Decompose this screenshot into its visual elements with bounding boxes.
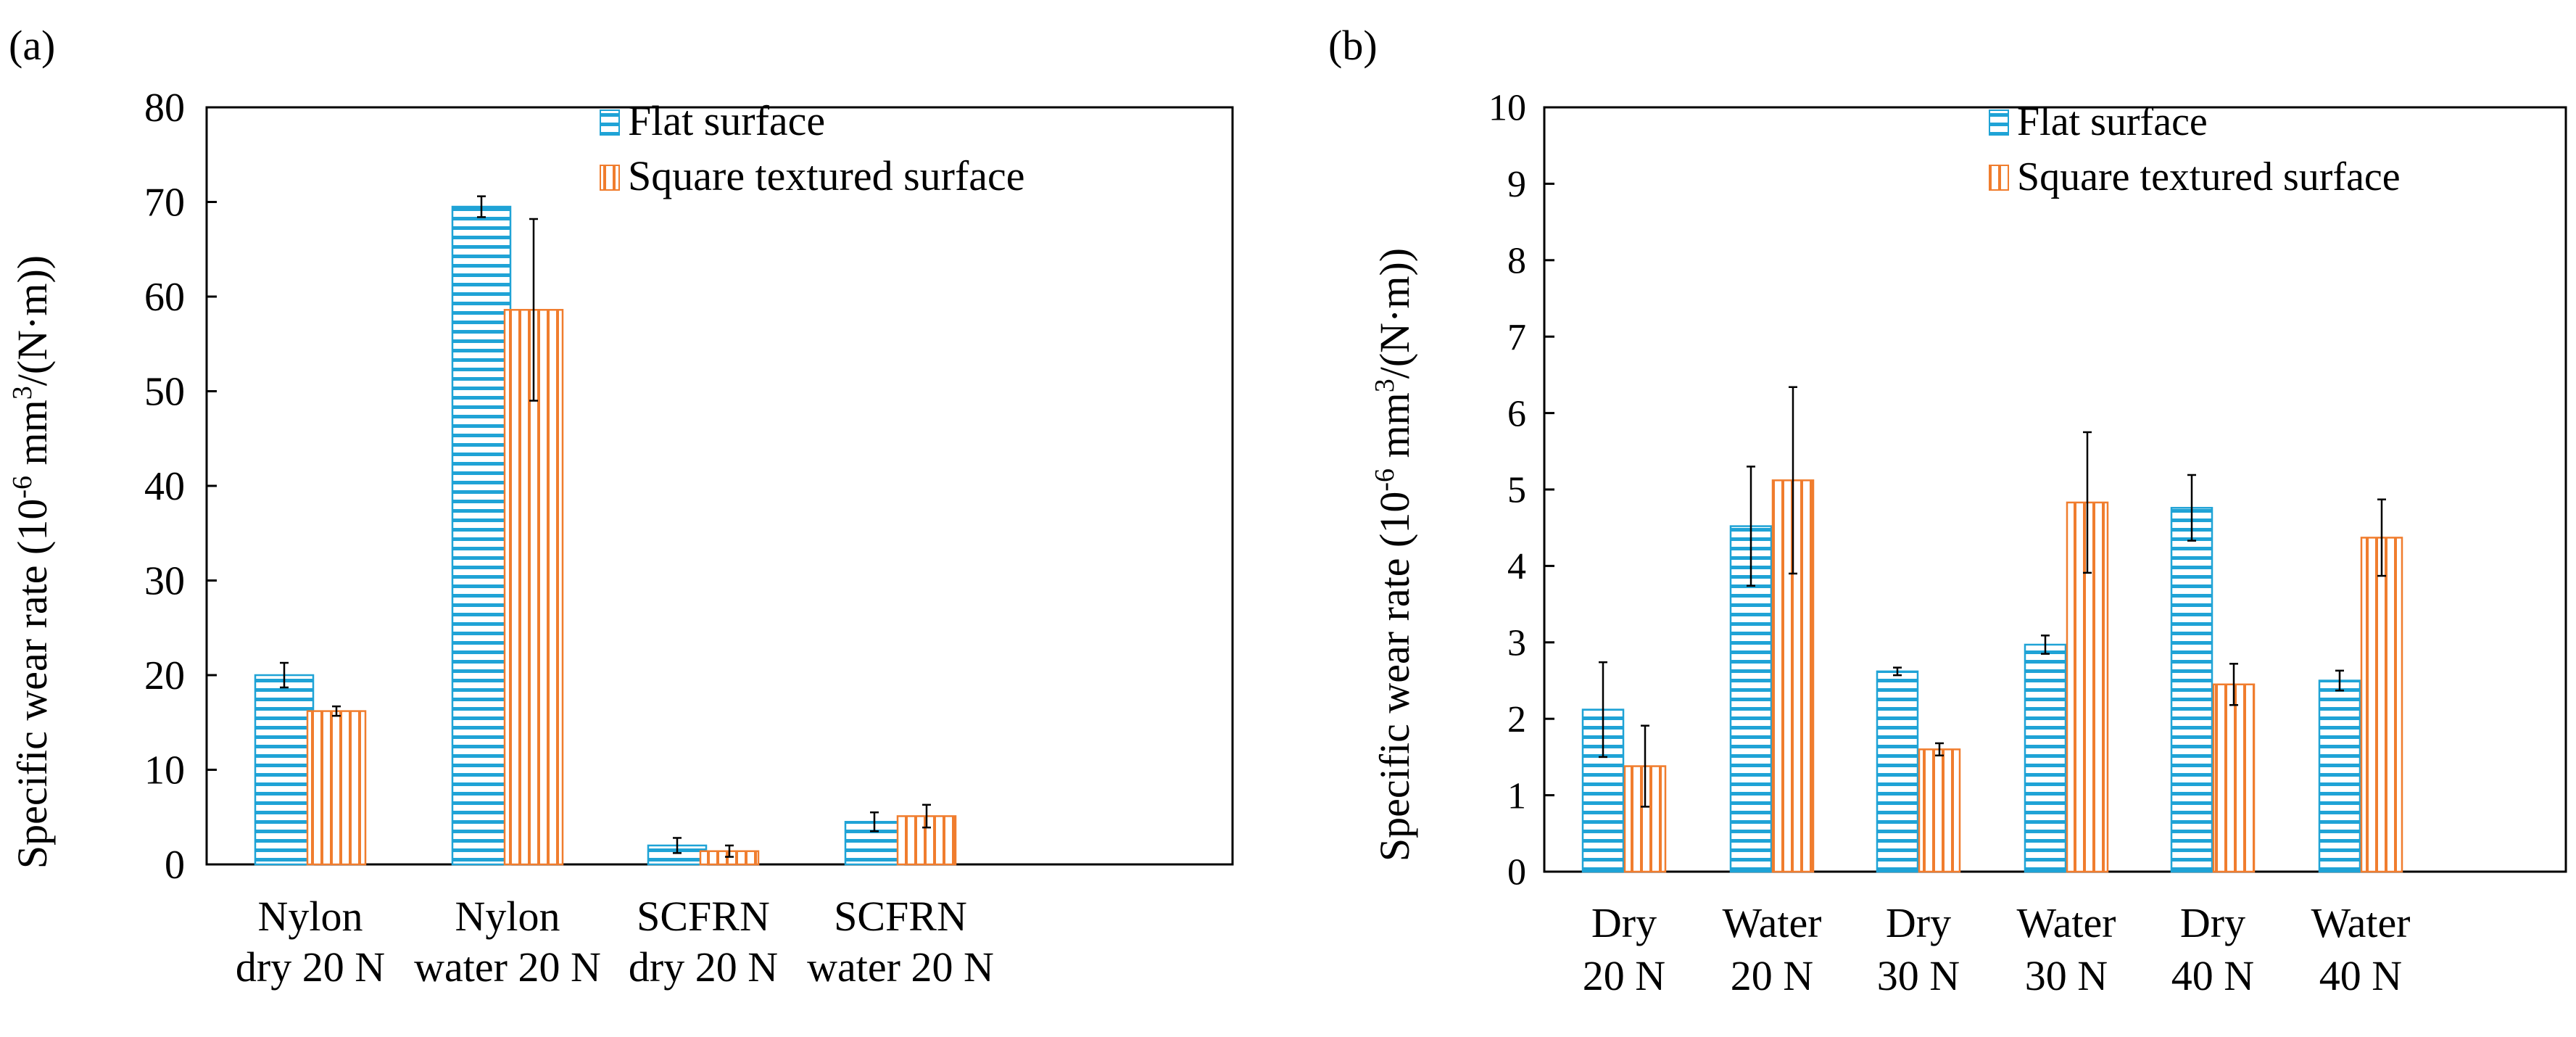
y-axis-label-a-text: Specific wear rate (10-6 mm3/(N·m))	[7, 255, 56, 869]
error-bar-b-s0-c0	[1599, 661, 1607, 759]
category-label-a-0-line1: Nylon	[258, 893, 363, 940]
y-tick-label-b-3: 3	[1507, 622, 1526, 664]
error-bar-b-s1-c5	[2377, 498, 2386, 577]
category-label-b-5-line2: 40 N	[2319, 952, 2402, 999]
category-label-a-1-line1: Nylon	[455, 893, 560, 940]
y-tick-label-b-0: 0	[1507, 852, 1526, 893]
y-tick-label-a-7: 70	[144, 181, 185, 226]
category-label-b-0-line2: 20 N	[1583, 952, 1665, 999]
y-axis-label-a: Specific wear rate (10-6 mm3/(N·m))	[7, 255, 56, 869]
category-label-a-3-line2: water 20 N	[807, 943, 994, 991]
y-tick-label-b-2: 2	[1507, 699, 1526, 740]
category-label-b-4-line2: 40 N	[2171, 952, 2254, 999]
error-bar-b-s1-c1	[1789, 386, 1797, 575]
error-bar-a-s0-c3	[870, 811, 879, 833]
y-tick-label-b-7: 7	[1507, 317, 1526, 358]
category-label-a-0-line2: dry 20 N	[236, 943, 385, 991]
y-tick-label-a-2: 20	[144, 653, 185, 698]
category-label-b-4-line1: Dry	[2180, 899, 2245, 946]
category-label-b-1-line2: 20 N	[1731, 952, 1813, 999]
y-tick-label-a-3: 30	[144, 559, 185, 604]
bar-b-s0-c5	[2318, 679, 2361, 873]
category-label-a-3-line1: SCFRN	[834, 893, 967, 940]
bar-b-s1-c4	[2212, 683, 2256, 873]
error-bar-b-s1-c0	[1641, 724, 1649, 808]
error-bar-b-s0-c3	[2041, 635, 2050, 655]
y-tick-label-a-0: 0	[165, 843, 185, 888]
y-tick-label-b-6: 6	[1507, 393, 1526, 434]
plot-marks-b: 0 1 2 3 4 5 6 7 8 9 10 Dry 20 N Water 20 N Dry 30 N Water…	[1488, 88, 2411, 999]
category-label-a-2-line1: SCFRN	[637, 893, 770, 940]
category-label-b-1-line1: Water	[1722, 899, 1821, 946]
error-bar-a-s0-c2	[673, 837, 682, 854]
error-bar-b-s1-c4	[2229, 663, 2238, 706]
legend-label-b-0: Flat surface	[2017, 99, 2208, 144]
y-tick-label-b-9: 9	[1507, 164, 1526, 205]
panel-b-label: (b)	[1328, 22, 1378, 69]
y-tick-label-b-5: 5	[1507, 470, 1526, 511]
legend-label-a-1: Square textured surface	[628, 152, 1025, 199]
category-label-b-0-line1: Dry	[1591, 899, 1657, 946]
y-tick-label-b-10: 10	[1488, 88, 1526, 129]
error-bar-b-s0-c5	[2335, 669, 2344, 692]
bar-a-s0-c0	[254, 674, 315, 866]
y-tick-label-a-1: 10	[144, 748, 185, 793]
error-bar-a-s1-c3	[922, 803, 931, 829]
y-tick-label-a-8: 80	[144, 86, 185, 131]
error-bar-b-s0-c4	[2187, 474, 2196, 542]
bar-b-s0-c2	[1876, 670, 1919, 873]
error-bar-a-s0-c1	[477, 195, 486, 218]
bar-b-s0-c4	[2170, 507, 2213, 873]
y-tick-label-a-6: 60	[144, 275, 185, 320]
y-axis-label-b: Specific wear rate (10-6 mm3/(N·m))	[1370, 248, 1418, 862]
bar-a-s0-c1	[451, 205, 512, 866]
legend-label-b-1: Square textured surface	[2017, 154, 2401, 199]
category-label-a-1-line2: water 20 N	[414, 943, 601, 991]
category-label-b-3-line1: Water	[2016, 899, 2116, 946]
panel-b: (b) Specific wear rate (10-6 mm3/(N·m)) …	[1328, 22, 2567, 999]
y-tick-label-b-4: 4	[1507, 546, 1526, 587]
category-label-b-3-line2: 30 N	[2025, 952, 2108, 999]
legend-swatch-b-0	[1989, 110, 2009, 136]
y-tick-label-b-8: 8	[1507, 240, 1526, 281]
bar-b-s1-c2	[1918, 748, 1961, 873]
error-bar-a-s1-c0	[332, 705, 341, 717]
error-bar-a-s0-c0	[280, 661, 289, 689]
y-tick-label-a-5: 50	[144, 370, 185, 415]
error-bar-b-s0-c2	[1893, 666, 1902, 677]
y-tick-label-a-4: 40	[144, 464, 185, 509]
legend-swatch-b-1	[1989, 165, 2009, 191]
category-label-b-5-line1: Water	[2311, 899, 2410, 946]
y-tick-label-b-1: 1	[1507, 775, 1526, 817]
bar-b-s0-c3	[2024, 643, 2067, 873]
category-label-a-2-line2: dry 20 N	[629, 943, 778, 991]
error-bar-a-s1-c1	[529, 218, 538, 402]
error-bar-b-s1-c2	[1935, 742, 1944, 757]
legend-label-a-0: Flat surface	[628, 97, 825, 144]
error-bar-b-s0-c1	[1747, 466, 1755, 587]
category-label-b-2-line1: Dry	[1886, 899, 1951, 946]
panel-a: (a) Specific wear rate (10-6 mm3/(N·m)) …	[7, 22, 1234, 991]
category-label-b-2-line2: 30 N	[1877, 952, 1960, 999]
error-bar-b-s1-c3	[2083, 431, 2092, 574]
y-axis-label-b-text: Specific wear rate (10-6 mm3/(N·m))	[1370, 248, 1418, 862]
legend-swatch-a-0	[600, 110, 620, 136]
bar-b-s1-c5	[2360, 537, 2403, 873]
error-bar-a-s1-c2	[725, 844, 734, 858]
bar-a-s1-c0	[306, 710, 367, 866]
panel-a-label: (a)	[9, 22, 55, 69]
legend-swatch-a-1	[600, 165, 620, 191]
